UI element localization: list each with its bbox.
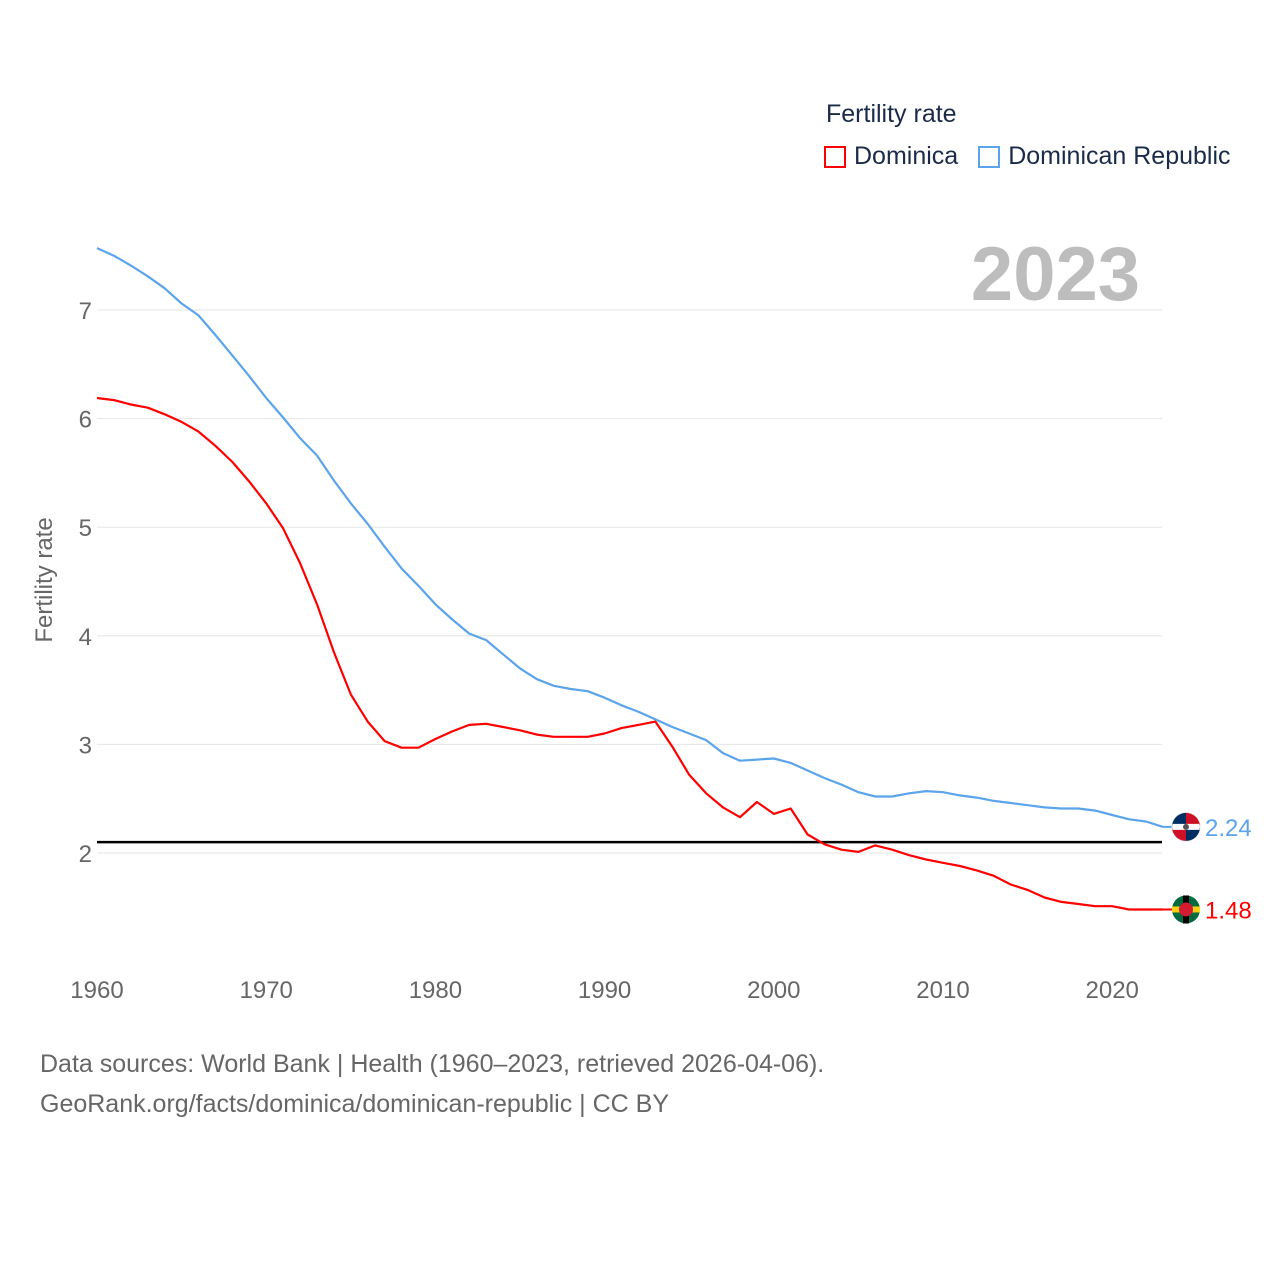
x-tick-label: 1990 bbox=[578, 977, 631, 1004]
y-tick-label: 4 bbox=[79, 624, 92, 651]
footer: Data sources: World Bank | Health (1960–… bbox=[40, 1044, 824, 1124]
end-value-label: 1.48 bbox=[1205, 897, 1252, 924]
flag-quarter bbox=[1172, 826, 1186, 841]
legend-swatch-dominica bbox=[824, 145, 846, 168]
flag-disc bbox=[1179, 902, 1193, 917]
year-label: 2023 bbox=[971, 232, 1140, 317]
series-line-dominican-republic bbox=[96, 247, 1164, 828]
x-tick-label: 2020 bbox=[1086, 977, 1139, 1004]
legend-label: Dominican Republic bbox=[1008, 142, 1231, 170]
end-value-label: 2.24 bbox=[1205, 815, 1252, 842]
legend-label: Dominica bbox=[854, 142, 959, 170]
flag-quarter bbox=[1172, 812, 1186, 827]
series-line-dominica bbox=[96, 396, 1163, 911]
y-tick-label: 5 bbox=[79, 515, 92, 542]
x-tick-label: 1970 bbox=[240, 977, 293, 1004]
legend-item-dominica[interactable]: Dominica bbox=[824, 142, 958, 171]
y-tick-label: 3 bbox=[79, 732, 92, 759]
legend-swatch-dominican-republic bbox=[978, 145, 1001, 168]
x-tick-label: 1980 bbox=[409, 977, 462, 1004]
x-tick-label: 2010 bbox=[916, 977, 969, 1004]
flag-quarter bbox=[1186, 826, 1200, 841]
flag-quarter bbox=[1186, 812, 1200, 827]
data-source: Data sources: World Bank | Health (1960–… bbox=[40, 1050, 825, 1078]
y-tick-label: 6 bbox=[79, 407, 92, 434]
source-link[interactable]: GeoRank.org/facts/dominica/dominican-rep… bbox=[40, 1090, 669, 1118]
x-tick-label: 1960 bbox=[70, 977, 123, 1004]
x-tick-label: 2000 bbox=[747, 977, 800, 1004]
y-tick-label: 2 bbox=[79, 841, 92, 868]
flag-emblem bbox=[1183, 823, 1189, 830]
legend-item-dominican-republic[interactable]: Dominican Republic bbox=[978, 142, 1231, 171]
y-axis-label: Fertility rate bbox=[31, 517, 58, 642]
legend-title: Fertility rate bbox=[826, 100, 957, 128]
y-tick-label: 7 bbox=[79, 298, 92, 325]
legend: Dominica Dominican Republic bbox=[824, 142, 1251, 171]
